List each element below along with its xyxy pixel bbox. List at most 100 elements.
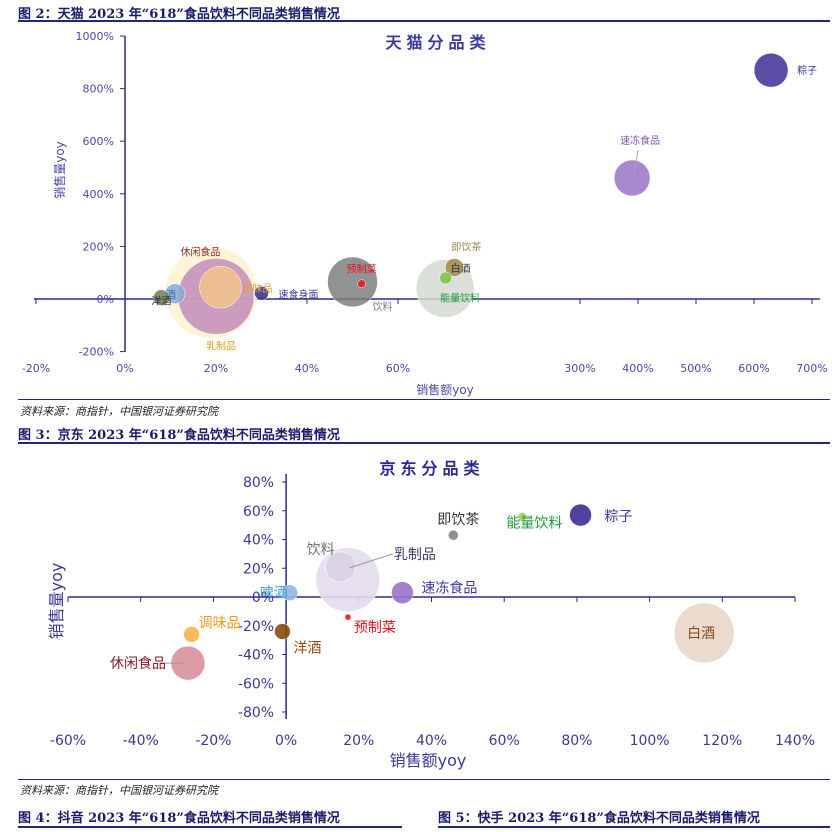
bubble-8 [254, 285, 269, 301]
bubble-12 [673, 602, 735, 664]
fig3-source: 资料来源：商指针，中国银河证券研究院 [20, 784, 218, 797]
bubble-label: 休闲食品 [180, 245, 220, 258]
y-tick-label: 0% [97, 293, 114, 306]
x-axis-label: 销售额yoy [390, 751, 467, 770]
bubble-label: 饮料 [307, 542, 335, 558]
bubble-4 [325, 551, 356, 583]
bubble-11 [199, 265, 242, 309]
y-tick-label: 0% [252, 590, 274, 606]
x-axis-label: 销售额yoy [416, 382, 474, 397]
y-tick-label: 400% [83, 188, 114, 201]
y-tick-label: -200% [79, 346, 114, 359]
bubble-1 [753, 52, 789, 88]
x-tick-label: -20% [22, 362, 50, 375]
bubble-label: 调味品 [243, 283, 273, 295]
bubble-label: 白酒 [451, 262, 471, 275]
fig3-bottom-rule [18, 779, 830, 780]
x-tick-label: 60% [386, 362, 410, 375]
bubble-label: 休闲食品 [110, 655, 166, 672]
fig3-top-rule [18, 442, 830, 444]
bubble-label: 啤酒 [260, 586, 288, 602]
bubble-label: 乳制品 [206, 339, 236, 352]
bubble-3 [445, 258, 464, 277]
bubble-label: 洋酒 [151, 295, 171, 308]
y-tick-label: 80% [243, 475, 274, 491]
x-tick-label: 0% [275, 733, 297, 749]
fig2-top-rule [18, 20, 830, 22]
y-tick-label: -80% [238, 705, 274, 721]
bubble-3 [448, 529, 459, 541]
bubble-8 [344, 613, 352, 621]
bubble-label: 酒 [166, 290, 176, 302]
y-axis-label: 销售量yoy [47, 563, 66, 640]
fig3-title: 图 3：京东 2023 年“618”食品饮料不同品类销售情况 [18, 428, 340, 443]
bubble-7 [281, 584, 298, 601]
x-tick-label: 400% [622, 362, 653, 375]
fig2-bottom-rule [18, 399, 830, 400]
bubble-9 [274, 623, 291, 640]
bubble-label: 能量饮料 [440, 291, 480, 304]
fig5-title: 图 5：快手 2023 年“618”食品饮料不同品类销售情况 [438, 811, 760, 826]
bubble-2 [613, 159, 651, 197]
y-tick-label: 1000% [76, 30, 114, 43]
label-leader [349, 553, 394, 569]
x-tick-label: 60% [489, 733, 520, 749]
x-tick-label: 40% [416, 733, 447, 749]
bubble-label: 即饮茶 [437, 512, 479, 528]
bubble-label: 饮料 [373, 300, 393, 313]
jd-bubble-chart: 80% 60% 40% 20% 0% -20% -40% -60% -80% -60% -40% -2… [47, 459, 815, 770]
x-tick-label: 80% [561, 733, 592, 749]
bubble-label: 白酒 [687, 626, 715, 642]
bubble-label: 粽子 [605, 509, 633, 525]
bubble-2 [518, 512, 527, 521]
bubble-label: 速食身面 [279, 288, 319, 301]
bubble-label: 预制菜 [347, 263, 377, 276]
x-tick-label: 120% [702, 733, 742, 749]
x-tick-label: 500% [680, 362, 711, 375]
fig2-source: 资料来源：商指针，中国银河证券研究院 [20, 405, 218, 418]
y-tick-label: -20% [238, 619, 274, 635]
x-tick-label: 300% [564, 362, 595, 375]
bubble-label: 速冻食品 [620, 134, 660, 147]
y-tick-label: 800% [83, 83, 114, 96]
fig4-title: 图 4：抖音 2023 年“618”食品饮料不同品类销售情况 [18, 811, 340, 826]
fig2-title: 图 2：天猫 2023 年“618”食品饮料不同品类销售情况 [18, 7, 340, 22]
x-tick-label: -60% [50, 733, 86, 749]
bubble-6 [391, 581, 414, 604]
y-tick-label: -60% [238, 676, 274, 692]
x-tick-label: 20% [343, 733, 374, 749]
x-tick-label: 700% [796, 362, 827, 375]
bubble-label: 乳制品 [394, 547, 436, 563]
x-tick-label: -40% [123, 733, 159, 749]
bubble-10 [183, 626, 200, 643]
x-tick-label: 0% [116, 362, 133, 375]
bubble-7 [327, 256, 378, 308]
bubble-label: 即饮茶 [451, 240, 481, 253]
y-tick-label: 600% [83, 135, 114, 148]
y-tick-label: 200% [83, 240, 114, 253]
x-tick-label: 600% [738, 362, 769, 375]
bubble-4 [439, 271, 452, 285]
bubble-1 [569, 503, 592, 527]
y-tick-label: 60% [243, 504, 274, 520]
fig5-top-rule [438, 826, 830, 828]
bubble-13 [153, 289, 170, 306]
fig4-top-rule [18, 826, 402, 828]
bubble-label: 预制菜 [354, 620, 396, 636]
y-axis-label: 销售量yoy [52, 141, 67, 199]
chart-title: 京东分品类 [379, 459, 484, 478]
bubble-label: 能量饮料 [506, 516, 562, 532]
x-tick-label: 100% [630, 733, 670, 749]
label-leader [633, 149, 639, 173]
x-tick-label: 40% [295, 362, 319, 375]
bubble-label: 粽子 [797, 64, 817, 77]
x-tick-label: 140% [775, 733, 815, 749]
x-tick-label: -20% [195, 733, 231, 749]
y-tick-label: 40% [243, 533, 274, 549]
tmall-bubble-chart: 1000%800%600%400%200%0%-200%-20% 0% 20% 40%… [22, 30, 828, 397]
bubble-6 [357, 279, 366, 288]
bubble-label: 调味品 [199, 615, 241, 631]
chart-title: 天猫分品类 [385, 33, 490, 52]
y-tick-label: -40% [238, 648, 274, 664]
bubble-label: 洋酒 [293, 641, 321, 657]
